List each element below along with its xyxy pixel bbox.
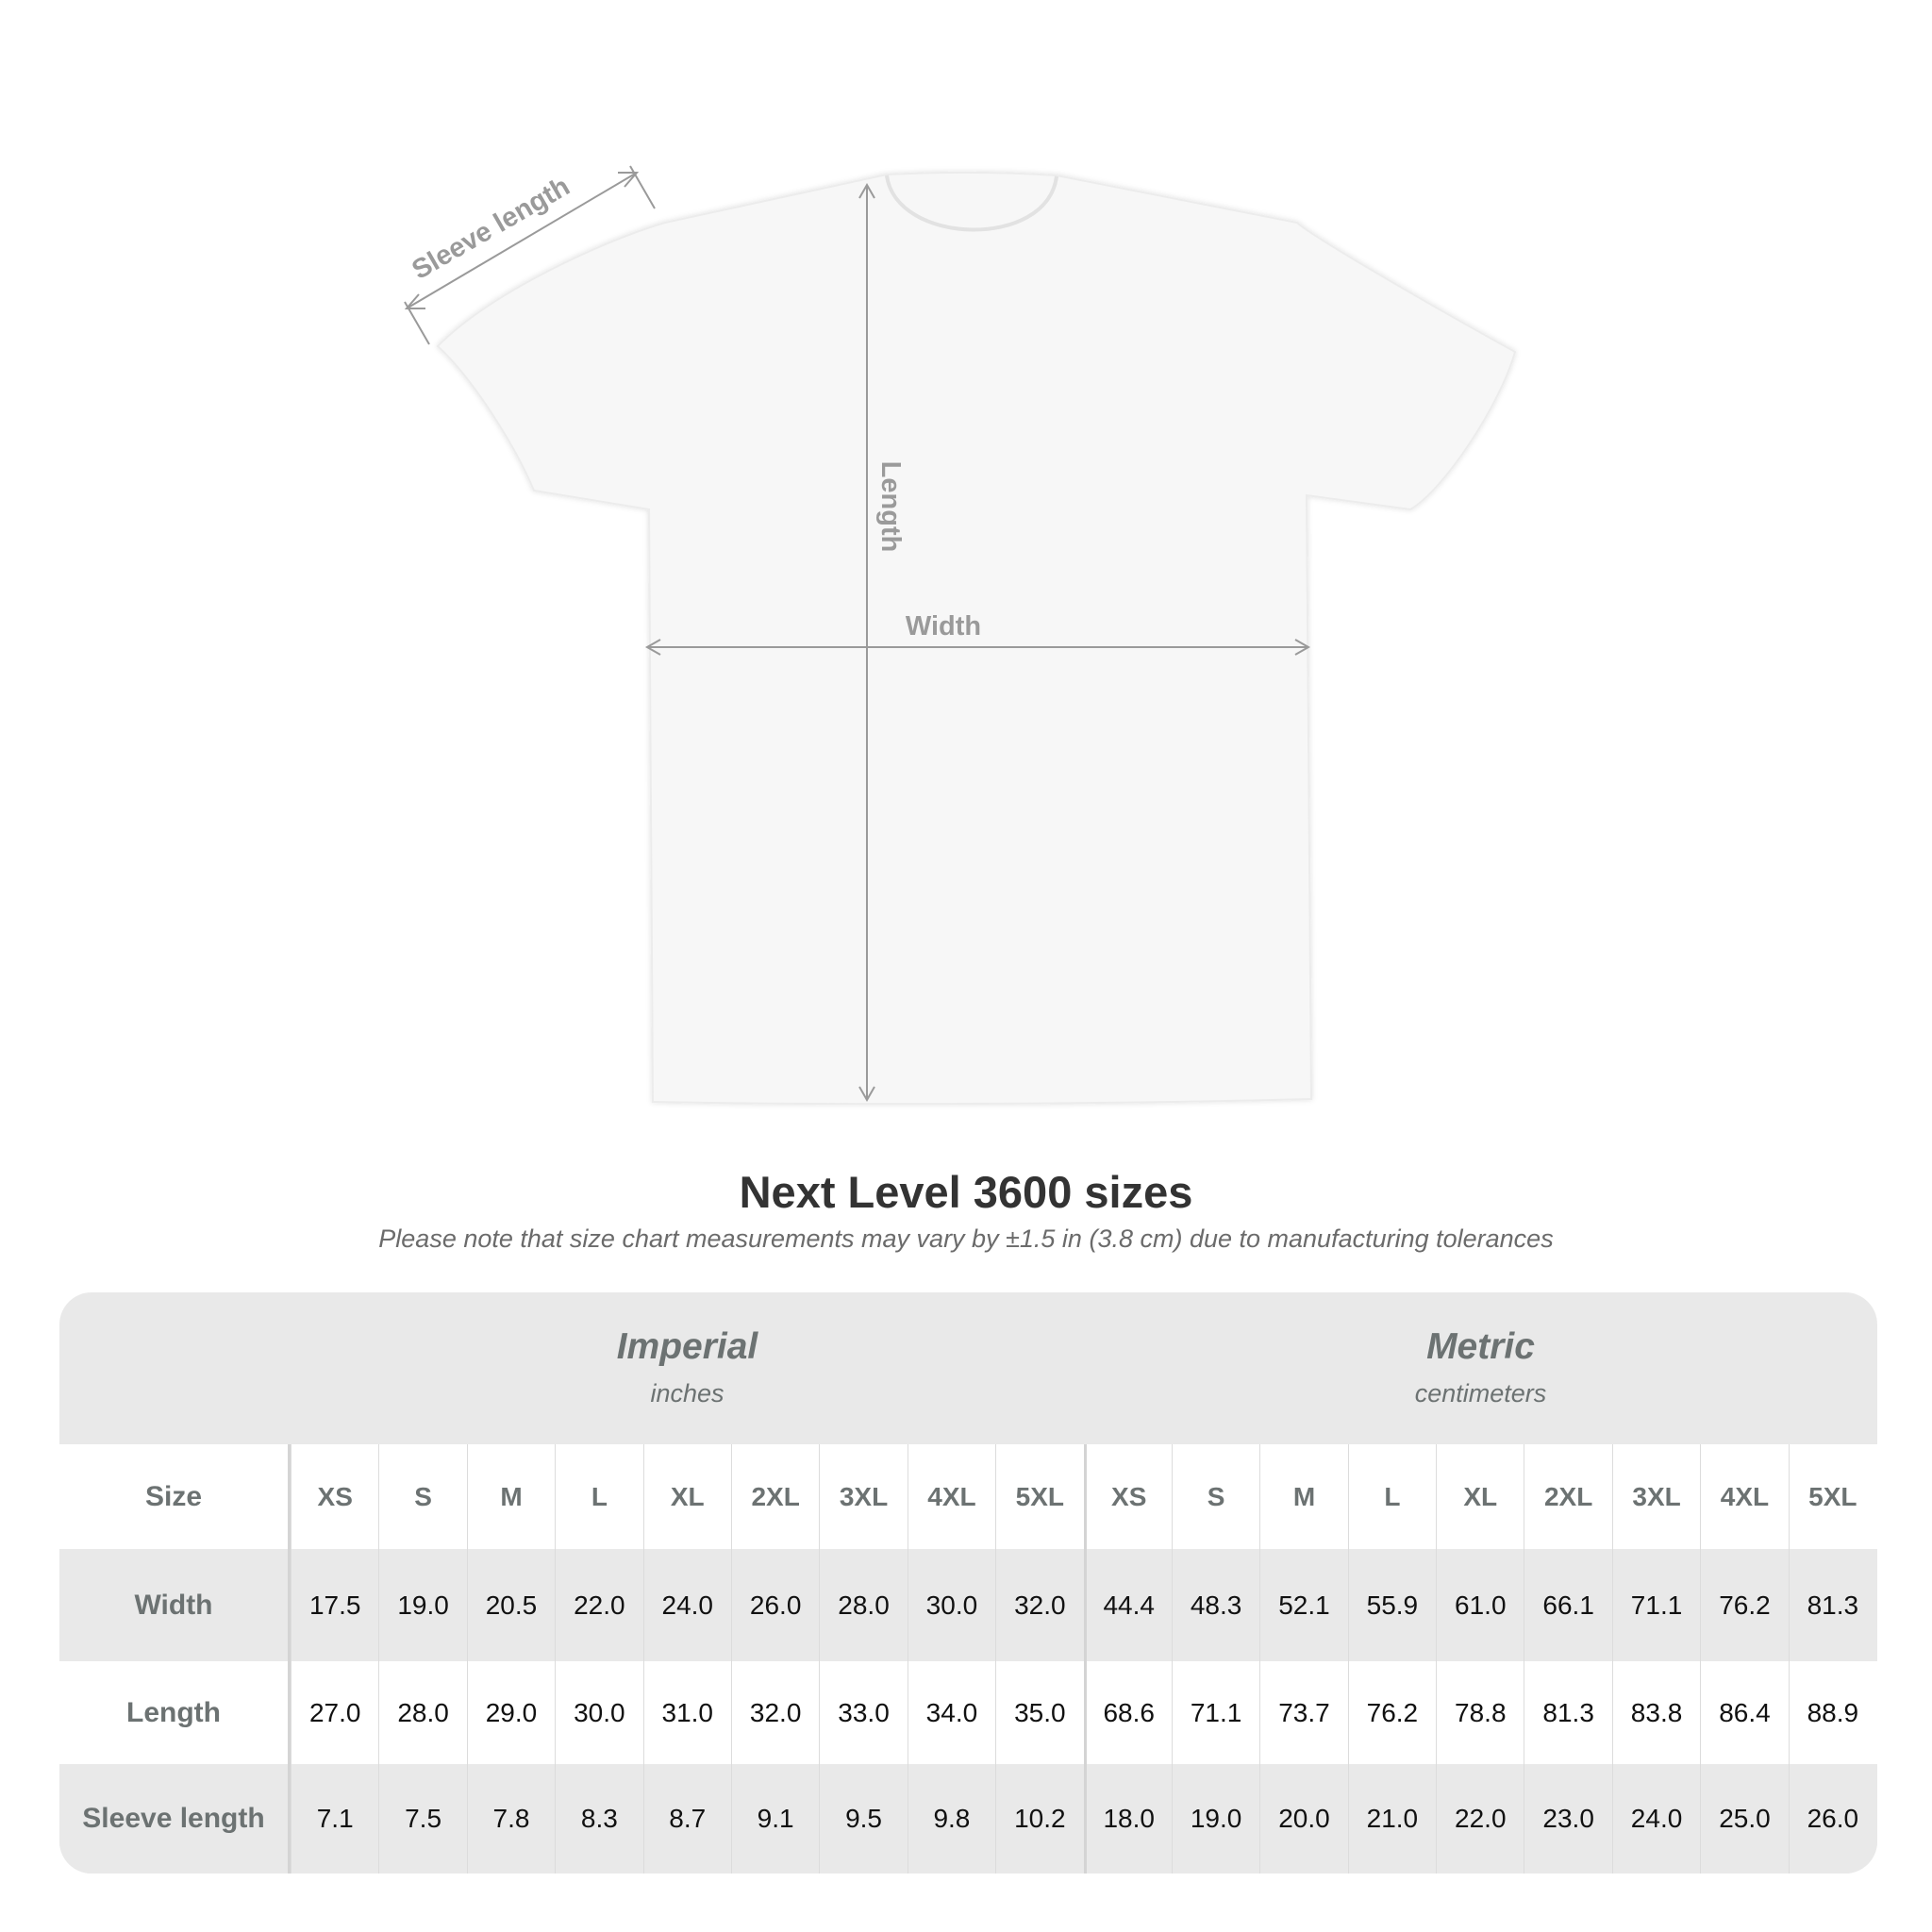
imperial-header: Imperial inches [291, 1292, 1084, 1444]
size-label: Size [59, 1444, 291, 1549]
metric-value-cell: 52.1 [1259, 1549, 1347, 1661]
metric-size-xs: XS [1083, 1444, 1172, 1549]
imperial-value-cell: 19.0 [378, 1549, 466, 1661]
imperial-value-cell: 7.5 [378, 1764, 466, 1874]
tolerance-note: Please note that size chart measurements… [378, 1224, 1554, 1253]
size-table: Imperial inches Metric centimeters Size X… [59, 1292, 1877, 1874]
imperial-value-cell: 27.0 [291, 1661, 378, 1764]
metric-value-cell: 24.0 [1611, 1764, 1700, 1874]
imperial-value-cell: 30.0 [907, 1549, 995, 1661]
metric-value-cell: 21.0 [1347, 1764, 1436, 1874]
imperial-value-cell: 7.8 [466, 1764, 555, 1874]
page-title: Next Level 3600 sizes [739, 1167, 1193, 1217]
metric-value-cell: 20.0 [1259, 1764, 1347, 1874]
table-row: Width 17.5 19.0 20.5 22.0 24.0 26.0 28.0 30.0 32.… [59, 1549, 1877, 1661]
imperial-title: Imperial [616, 1326, 758, 1367]
metric-header: Metric centimeters [1084, 1292, 1877, 1444]
imperial-size-2xl: 2XL [730, 1444, 819, 1549]
row-label: Sleeve length [59, 1764, 291, 1874]
metric-size-4xl: 4XL [1700, 1444, 1788, 1549]
size-header-row: Size XS S M L XL 2XL 3XL 4XL 5XL XS S M L XL 2XL 3XL 4XL 5… [59, 1444, 1877, 1549]
imperial-value-cell: 9.8 [907, 1764, 995, 1874]
width-label: Width [906, 611, 981, 641]
metric-value-cell: 44.4 [1083, 1549, 1172, 1661]
imperial-value-cell: 29.0 [466, 1661, 555, 1764]
metric-value-cell: 83.8 [1611, 1661, 1700, 1764]
length-label: Length [875, 461, 906, 553]
imperial-value-cell: 28.0 [378, 1661, 466, 1764]
tshirt-shape [436, 171, 1517, 1106]
metric-value-cell: 66.1 [1524, 1549, 1611, 1661]
metric-value-cell: 73.7 [1259, 1661, 1347, 1764]
sleeve-arrow [406, 172, 638, 309]
imperial-value-cell: 8.3 [555, 1764, 642, 1874]
metric-value-cell: 86.4 [1700, 1661, 1788, 1764]
metric-value-cell: 78.8 [1436, 1661, 1524, 1764]
metric-value-cell: 81.3 [1788, 1549, 1876, 1661]
metric-value-cell: 71.1 [1171, 1661, 1259, 1764]
metric-value-cell: 76.2 [1700, 1549, 1788, 1661]
imperial-value-cell: 20.5 [466, 1549, 555, 1661]
metric-value-cell: 55.9 [1347, 1549, 1436, 1661]
table-row: Sleeve length 7.1 7.5 7.8 8.3 8.7 9.1 9.5 9.8 10.… [59, 1764, 1877, 1874]
imperial-size-3xl: 3XL [819, 1444, 907, 1549]
imperial-value-cell: 32.0 [730, 1661, 819, 1764]
metric-value-cell: 25.0 [1700, 1764, 1788, 1874]
imperial-value-cell: 9.5 [819, 1764, 907, 1874]
imperial-value-cell: 26.0 [730, 1549, 819, 1661]
metric-value-cell: 81.3 [1524, 1661, 1611, 1764]
table-row: Length 27.0 28.0 29.0 30.0 31.0 32.0 33.0 34.0 35… [59, 1661, 1877, 1764]
metric-value-cell: 61.0 [1436, 1549, 1524, 1661]
metric-value-cell: 88.9 [1788, 1661, 1876, 1764]
metric-title: Metric [1426, 1326, 1535, 1367]
imperial-size-xl: XL [642, 1444, 731, 1549]
tshirt-diagram: Sleeve length Length Width [404, 165, 1517, 1106]
imperial-size-4xl: 4XL [907, 1444, 995, 1549]
imperial-value-cell: 24.0 [642, 1549, 731, 1661]
imperial-value-cell: 17.5 [291, 1549, 378, 1661]
imperial-value-cell: 31.0 [642, 1661, 731, 1764]
imperial-size-5xl: 5XL [995, 1444, 1083, 1549]
metric-value-cell: 71.1 [1611, 1549, 1700, 1661]
metric-value-cell: 48.3 [1171, 1549, 1259, 1661]
metric-size-l: L [1347, 1444, 1436, 1549]
row-label: Width [59, 1549, 291, 1661]
sleeve-length-label: Sleeve length [408, 172, 575, 286]
imperial-value-cell: 7.1 [291, 1764, 378, 1874]
imperial-value-cell: 22.0 [555, 1549, 642, 1661]
imperial-size-xs: XS [291, 1444, 378, 1549]
metric-size-5xl: 5XL [1788, 1444, 1876, 1549]
metric-value-cell: 26.0 [1788, 1764, 1876, 1874]
imperial-value-cell: 9.1 [730, 1764, 819, 1874]
collar [885, 175, 1058, 232]
row-label: Length [59, 1661, 291, 1764]
metric-unit: centimeters [1414, 1379, 1547, 1407]
imperial-size-l: L [555, 1444, 642, 1549]
imperial-value-cell: 8.7 [642, 1764, 731, 1874]
imperial-value-cell: 33.0 [819, 1661, 907, 1764]
metric-size-m: M [1259, 1444, 1347, 1549]
imperial-value-cell: 34.0 [907, 1661, 995, 1764]
imperial-size-s: S [378, 1444, 466, 1549]
metric-value-cell: 19.0 [1171, 1764, 1259, 1874]
metric-size-3xl: 3XL [1611, 1444, 1700, 1549]
imperial-value-cell: 10.2 [995, 1764, 1083, 1874]
metric-value-cell: 23.0 [1524, 1764, 1611, 1874]
imperial-value-cell: 30.0 [555, 1661, 642, 1764]
metric-value-cell: 76.2 [1347, 1661, 1436, 1764]
metric-value-cell: 18.0 [1083, 1764, 1172, 1874]
metric-size-xl: XL [1436, 1444, 1524, 1549]
imperial-size-m: M [466, 1444, 555, 1549]
metric-size-2xl: 2XL [1524, 1444, 1611, 1549]
imperial-unit: inches [650, 1379, 724, 1407]
imperial-value-cell: 32.0 [995, 1549, 1083, 1661]
imperial-value-cell: 28.0 [819, 1549, 907, 1661]
metric-value-cell: 22.0 [1436, 1764, 1524, 1874]
metric-size-s: S [1171, 1444, 1259, 1549]
imperial-value-cell: 35.0 [995, 1661, 1083, 1764]
metric-value-cell: 68.6 [1083, 1661, 1172, 1764]
